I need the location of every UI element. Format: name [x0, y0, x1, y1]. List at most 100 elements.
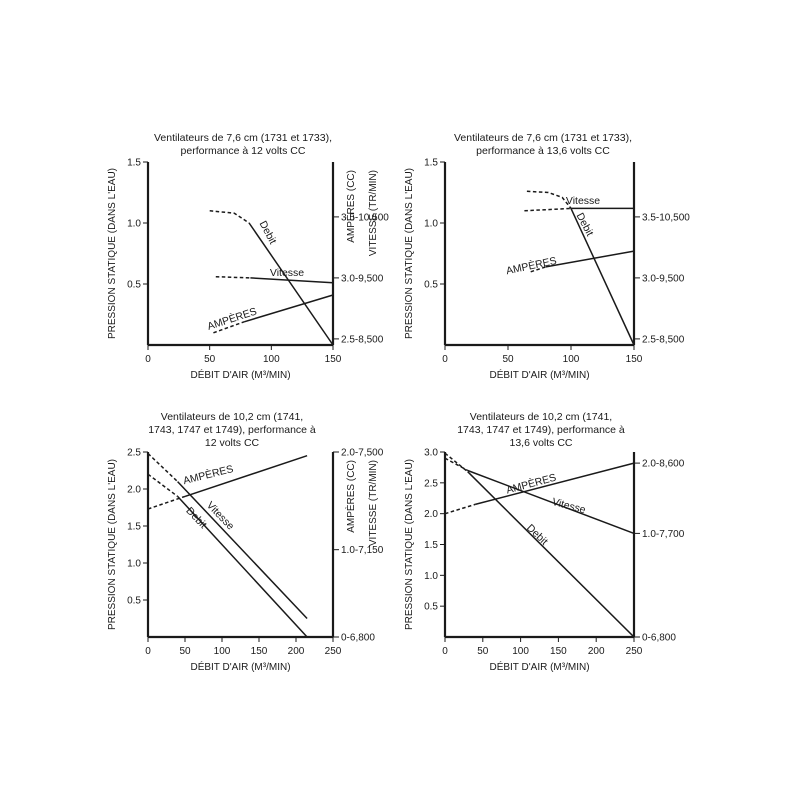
ampres-curve-label: AMPÈRES: [182, 462, 235, 487]
right-tick-label: 2.5-8,500: [341, 334, 384, 345]
right-tick-label: 2.5-8,500: [642, 334, 685, 345]
ampres-curve-dashed: [530, 266, 547, 273]
ampres-curve-dashed: [444, 503, 476, 515]
x-tick-label: 100: [563, 354, 580, 365]
ampres-curve-label: AMPÈRES: [505, 254, 558, 277]
vitesse-curve-dashed: [444, 457, 469, 472]
y-tick-label: 1.5: [127, 522, 141, 533]
x-tick-label: 0: [442, 354, 448, 365]
x-axis-label: DÉBIT D'AIR (M³/MIN): [489, 368, 589, 381]
debit-curve-label: Debit: [257, 219, 279, 246]
y-tick-label: 0.5: [424, 602, 438, 613]
y-axis-label: PRESSION STATIQUE (DANS L'EAU): [404, 168, 415, 339]
right-tick-label: 0-6,800: [341, 633, 375, 644]
x-tick-label: 150: [550, 646, 567, 657]
x-tick-label: 50: [477, 646, 489, 657]
amperes-axis-label: AMPÈRES (CC): [344, 460, 357, 533]
debit-curve-dashed: [209, 210, 250, 224]
y-tick-label: 2.0: [424, 509, 438, 520]
x-tick-label: 250: [325, 646, 342, 657]
vitesse-curve-dashed: [147, 452, 179, 483]
ampres-curve: [184, 454, 308, 498]
vitesse-curve: [467, 469, 635, 535]
y-tick-label: 0.5: [424, 280, 438, 291]
y-tick-label: 1.5: [127, 158, 141, 169]
ampres-curve-label: AMPÈRES: [505, 471, 558, 497]
chart-panel-4: Ventilateurs de 10,2 cm (1741,1743, 1747…: [404, 411, 685, 673]
right-tick-label: 1.0-7,700: [642, 529, 685, 540]
vitesse-curve-dashed: [215, 275, 251, 279]
amperes-axis-label: AMPÈRES (CC): [344, 170, 357, 243]
chart-title-line: 12 volts CC: [205, 437, 260, 449]
vitesse-curve-label: Vitesse: [566, 195, 600, 207]
x-tick-label: 50: [502, 354, 514, 365]
y-tick-label: 1.0: [127, 559, 141, 570]
right-tick-label: 0-6,800: [642, 633, 676, 644]
right-tick-label: 2.0-7,500: [341, 448, 384, 459]
y-tick-label: 2.0: [127, 485, 141, 496]
ampres-curve-label: AMPÈRES: [205, 305, 258, 333]
y-tick-label: 1.5: [424, 540, 438, 551]
x-tick-label: 250: [626, 646, 643, 657]
x-tick-label: 0: [145, 646, 151, 657]
chart-panel-2: Ventilateurs de 7,6 cm (1731 et 1733),pe…: [404, 132, 690, 381]
x-tick-label: 100: [214, 646, 231, 657]
debit-curve: [248, 222, 334, 346]
ampres-curve: [475, 462, 635, 506]
vitesse-curve-label: Vitesse: [270, 267, 304, 279]
debit-curve-dashed: [526, 190, 572, 209]
y-tick-label: 3.0: [424, 448, 438, 459]
debit-curve: [570, 208, 635, 346]
chart-title-line: Ventilateurs de 10,2 cm (1741,: [470, 411, 612, 423]
x-tick-label: 150: [626, 354, 643, 365]
right-tick-label: 2.0-8,600: [642, 459, 685, 470]
debit-curve-label: Debit: [524, 522, 550, 548]
x-tick-label: 50: [204, 354, 216, 365]
debit-curve-dashed: [444, 452, 469, 473]
chart-title-line: 13,6 volts CC: [509, 437, 572, 449]
y-tick-label: 0.5: [127, 280, 141, 291]
x-tick-label: 200: [588, 646, 605, 657]
ampres-curve: [243, 294, 334, 323]
debit-curve: [177, 495, 308, 638]
chart-panel-1: Ventilateurs de 7,6 cm (1731 et 1733),pe…: [107, 132, 389, 381]
chart-title-line: 1743, 1747 et 1749), performance à: [457, 424, 625, 436]
vitesse-axis-label: VITESSE (TR/MIN): [368, 460, 379, 546]
debit-curve-label: Debit: [574, 211, 596, 238]
vitesse-curve: [177, 481, 308, 620]
x-tick-label: 0: [145, 354, 151, 365]
right-tick-label: 1.0-7,150: [341, 545, 384, 556]
y-tick-label: 2.5: [424, 478, 438, 489]
y-tick-label: 1.0: [424, 219, 438, 230]
x-tick-label: 100: [512, 646, 529, 657]
y-tick-label: 1.0: [127, 219, 141, 230]
x-axis-label: DÉBIT D'AIR (M³/MIN): [489, 660, 589, 673]
chart-panel-3: Ventilateurs de 10,2 cm (1741,1743, 1747…: [107, 411, 384, 673]
vitesse-curve-label: Vitesse: [551, 496, 587, 516]
y-axis-label: PRESSION STATIQUE (DANS L'EAU): [404, 459, 415, 630]
x-axis-label: DÉBIT D'AIR (M³/MIN): [190, 660, 290, 673]
y-axis-label: PRESSION STATIQUE (DANS L'EAU): [107, 168, 118, 339]
ampres-curve: [545, 250, 635, 268]
debit-curve: [467, 471, 635, 638]
chart-title-line: performance à 13,6 volts CC: [476, 145, 610, 157]
chart-title-line: performance à 12 volts CC: [181, 145, 306, 157]
x-tick-label: 150: [325, 354, 342, 365]
ampres-curve-dashed: [213, 321, 245, 334]
x-axis-label: DÉBIT D'AIR (M³/MIN): [190, 368, 290, 381]
right-tick-label: 3.5-10,500: [642, 212, 690, 223]
right-tick-label: 3.0-9,500: [341, 273, 384, 284]
right-tick-label: 3.0-9,500: [642, 273, 685, 284]
ampres-curve-dashed: [147, 495, 186, 510]
chart-title-line: Ventilateurs de 7,6 cm (1731 et 1733),: [154, 132, 332, 144]
chart-title-line: 1743, 1747 et 1749), performance à: [148, 424, 316, 436]
vitesse-curve: [250, 277, 334, 284]
chart-title-line: Ventilateurs de 7,6 cm (1731 et 1733),: [454, 132, 632, 144]
y-tick-label: 1.5: [424, 158, 438, 169]
y-axis-label: PRESSION STATIQUE (DANS L'EAU): [107, 459, 118, 630]
x-tick-label: 0: [442, 646, 448, 657]
debit-curve-dashed: [147, 473, 179, 497]
chart-title-line: Ventilateurs de 10,2 cm (1741,: [161, 411, 303, 423]
right-tick-label: 3.5-10,500: [341, 212, 389, 223]
